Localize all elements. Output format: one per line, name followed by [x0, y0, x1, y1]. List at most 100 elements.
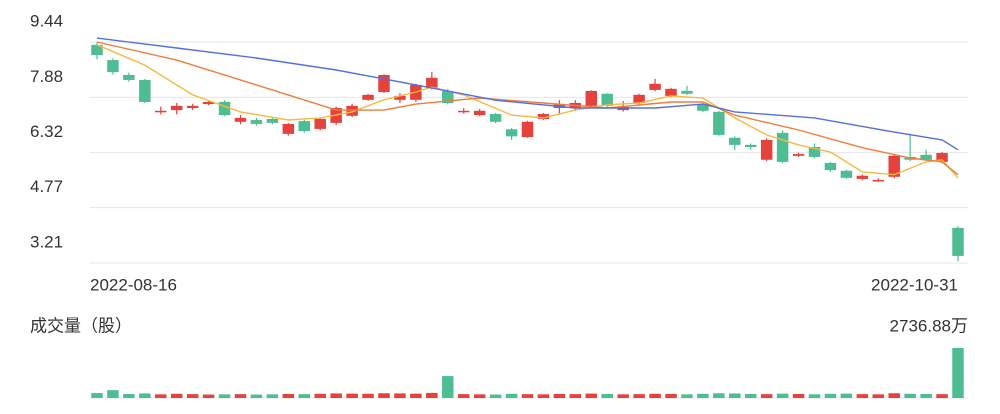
volume-bar [585, 393, 598, 398]
volume-bar [665, 393, 677, 398]
volume-bar [649, 393, 661, 398]
volume-bar [218, 394, 231, 398]
volume-bar [473, 394, 486, 398]
candle-body [489, 114, 502, 122]
y-tick-label: 9.44 [30, 11, 63, 30]
volume-bar [457, 394, 470, 398]
volume-bar [91, 393, 103, 398]
volume-bar [904, 393, 916, 398]
candle-body [314, 118, 326, 129]
candle-body [888, 155, 900, 177]
volume-bar [936, 394, 948, 398]
volume-bar [123, 393, 135, 398]
candle-body [298, 121, 311, 132]
volume-bar [394, 393, 406, 398]
volume-max-label: 2736.88万 [890, 316, 968, 335]
candle-body [601, 93, 613, 106]
candle-body [729, 137, 741, 145]
candle-body [234, 117, 247, 122]
volume-bar [792, 393, 805, 398]
volume-bar [713, 393, 725, 398]
candle-body [824, 162, 837, 171]
candle-body [426, 77, 438, 89]
candle-body [155, 110, 167, 113]
candle-body [537, 114, 550, 119]
candle-body [920, 154, 932, 160]
volume-bar [298, 394, 311, 398]
candle-body [744, 144, 757, 148]
candle-body [697, 104, 709, 111]
volume-bar [872, 394, 885, 398]
x-tick-label: 2022-08-16 [90, 275, 177, 294]
volume-bar [282, 393, 295, 398]
volume-bar [681, 394, 693, 398]
candle-body [362, 94, 374, 100]
candle-body [665, 88, 677, 96]
candle-body [250, 120, 263, 124]
candle-body [107, 60, 119, 73]
y-tick-label: 6.32 [30, 122, 63, 141]
candle-body [505, 129, 518, 137]
volume-bar [601, 393, 613, 398]
candle-body [282, 123, 295, 134]
candle-body [139, 79, 151, 102]
volume-bar [266, 394, 279, 398]
candle-body [840, 170, 853, 178]
volume-bar [314, 393, 326, 398]
candle-body [792, 154, 805, 156]
moving-average-line [96, 37, 959, 151]
volume-bar [362, 393, 374, 398]
volume-bar [952, 348, 964, 398]
y-tick-label: 7.88 [30, 67, 63, 86]
volume-bar [776, 393, 789, 398]
volume-bar [617, 394, 629, 398]
candle-body [457, 110, 470, 113]
volume-bar [186, 394, 199, 398]
volume-bar [155, 394, 167, 398]
volume-bar [856, 394, 869, 398]
y-tick-label: 3.21 [30, 232, 63, 251]
volume-bar [410, 393, 422, 398]
volume-bar [697, 393, 709, 398]
volume-bar [521, 394, 534, 398]
volume-bar [808, 394, 821, 398]
candle-body [170, 105, 183, 111]
x-tick-label: 2022-10-31 [871, 275, 958, 294]
candle-body [91, 44, 103, 56]
candle-body [952, 227, 964, 256]
volume-bar [888, 393, 900, 398]
candle-body [202, 101, 215, 105]
volume-bar [107, 390, 119, 398]
candle-body [266, 118, 279, 123]
candle-body [218, 101, 231, 116]
volume-bar [920, 393, 932, 398]
candle-body [378, 74, 390, 93]
volume-bar [426, 392, 438, 398]
volume-bar [139, 393, 151, 398]
volume-bar [840, 393, 853, 398]
candle-body [681, 90, 693, 94]
volume-bar [569, 394, 582, 398]
candle-body [872, 179, 885, 182]
volume-bar [330, 393, 342, 398]
candle-body [473, 110, 486, 116]
volume-bar [729, 393, 741, 398]
volume-bar [378, 393, 390, 398]
volume-bar [234, 394, 247, 398]
candle-body [649, 83, 661, 90]
candle-body [442, 90, 454, 104]
volume-bar [442, 376, 454, 398]
volume-bar [537, 394, 550, 398]
candle-body [521, 121, 534, 138]
volume-bar [505, 393, 518, 398]
volume-bar [489, 394, 502, 398]
volume-bar [760, 394, 773, 398]
volume-bar [170, 393, 183, 398]
volume-bar [346, 393, 358, 398]
volume-bar [744, 393, 757, 398]
volume-bar [824, 393, 837, 398]
candle-body [633, 94, 645, 104]
volume-bar [633, 394, 645, 398]
